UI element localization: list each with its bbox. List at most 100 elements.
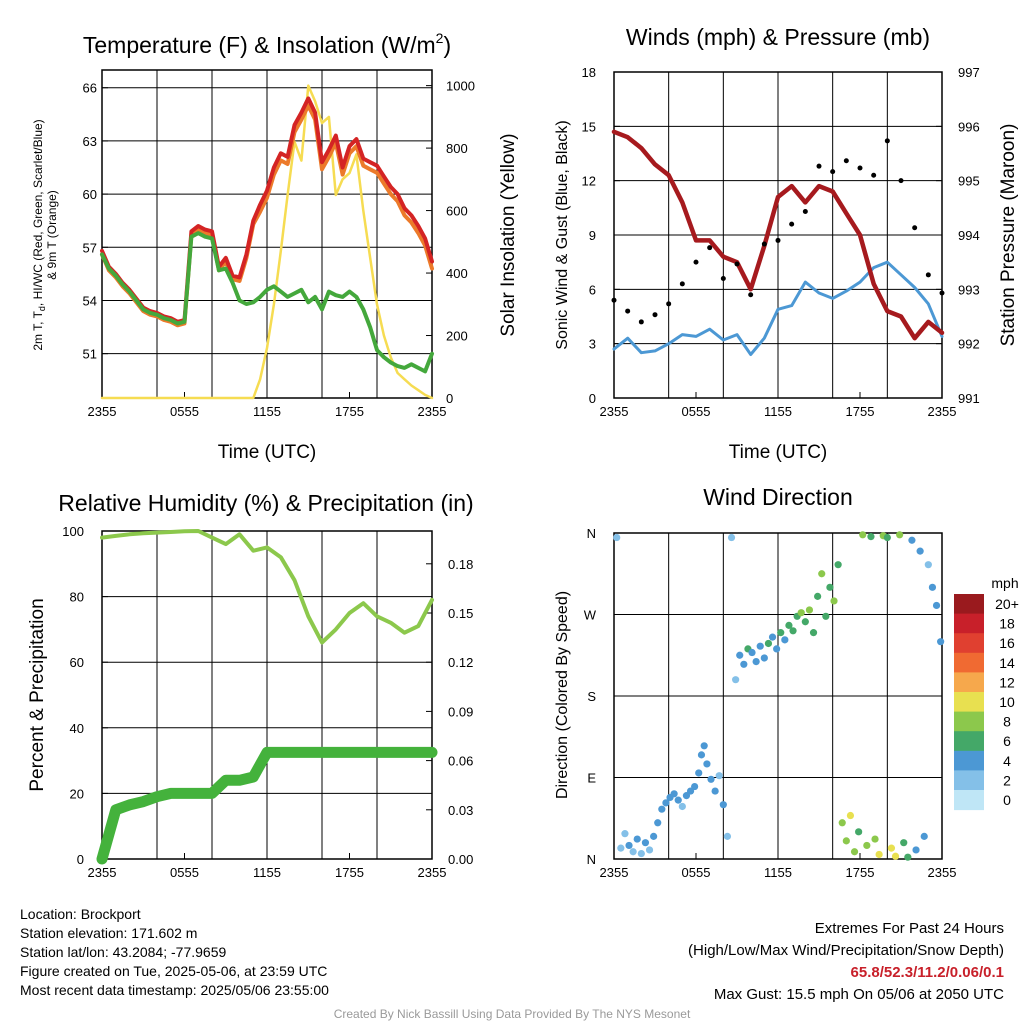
temperature-insolation-panel: 51 54 57 60 63 66 0 200 400 600 800 1000 2355 0555 115… bbox=[31, 30, 519, 463]
y-tick-label: 54 bbox=[83, 293, 97, 308]
direction-point bbox=[822, 612, 830, 620]
y2-tick-label: 200 bbox=[446, 329, 468, 344]
y2-tick-label: 994 bbox=[958, 228, 980, 243]
y2-tick-label: 0.06 bbox=[448, 754, 473, 769]
y2-tick-label: 997 bbox=[958, 65, 980, 80]
direction-point bbox=[732, 676, 740, 684]
direction-point bbox=[928, 583, 937, 591]
direction-point bbox=[932, 601, 941, 610]
x-tick-label: 2355 bbox=[600, 865, 629, 880]
y2-axis-label: Station Pressure (Maroon) bbox=[998, 124, 1019, 347]
y-axis-label: Sonic Wind & Gust (Blue, Black) bbox=[554, 120, 571, 349]
direction-point bbox=[826, 583, 834, 591]
direction-point bbox=[887, 844, 896, 852]
y-tick-label: 6 bbox=[589, 282, 596, 297]
x-tick-label: 2355 bbox=[418, 404, 447, 419]
colorbar-label: 4 bbox=[1003, 753, 1011, 769]
colorbar-swatch bbox=[954, 711, 984, 732]
humidity-precipitation-panel: 0 20 40 60 80 100 0.00 0.03 0.06 0.09 0.12 0.15 0.18… bbox=[27, 490, 474, 880]
direction-point bbox=[920, 832, 928, 840]
station-info: Location: Brockport Station elevation: 1… bbox=[20, 905, 329, 1000]
x-tick-label: 2355 bbox=[88, 865, 117, 880]
series-station-pressure bbox=[611, 129, 945, 341]
colorbar-swatch bbox=[954, 731, 984, 752]
extremes-values: 65.8/52.3/11.2/0.06/0.1 bbox=[850, 964, 1004, 981]
direction-point bbox=[695, 769, 703, 777]
extremes-box: Extremes For Past 24 Hours (High/Low/Max… bbox=[688, 918, 1004, 1006]
direction-point bbox=[711, 787, 719, 795]
colorbar-swatch bbox=[954, 750, 984, 771]
direction-point bbox=[617, 844, 625, 852]
x-tick-label: 1755 bbox=[846, 865, 875, 880]
gust-point bbox=[611, 297, 617, 303]
direction-point bbox=[768, 633, 777, 641]
x-tick-label: 0555 bbox=[682, 865, 711, 880]
station-latlon: Station lat/lon: 43.2084; -77.9659 bbox=[20, 944, 227, 960]
direction-point bbox=[723, 832, 732, 840]
y-axis-label-line2: & 9m T (Orange) bbox=[45, 190, 59, 280]
y2-tick-label: 0.18 bbox=[448, 557, 473, 572]
direction-point bbox=[654, 819, 662, 827]
colorbar-swatch bbox=[954, 672, 984, 693]
colorbar-swatch bbox=[954, 594, 984, 615]
y-axis-label-subscript: d bbox=[37, 306, 47, 311]
direction-point bbox=[633, 835, 641, 843]
direction-point bbox=[756, 642, 764, 650]
gust-point bbox=[720, 275, 726, 281]
y2-tick-label: 1000 bbox=[446, 79, 475, 94]
gust-point bbox=[939, 290, 945, 296]
colorbar-swatch bbox=[954, 770, 984, 791]
direction-point bbox=[896, 531, 904, 539]
y2-tick-label: 991 bbox=[958, 391, 980, 406]
gust-point bbox=[925, 272, 931, 278]
figure-created: Figure created on Tue, 2025-05-06, at 23… bbox=[20, 963, 328, 979]
gust-point bbox=[802, 208, 808, 214]
y-tick-label: 9 bbox=[589, 228, 596, 243]
y2-tick-label: 0.03 bbox=[448, 803, 473, 818]
gust-point bbox=[666, 301, 672, 307]
colorbar-label: 0 bbox=[1003, 792, 1011, 808]
y2-tick-label: 0.09 bbox=[448, 704, 473, 719]
direction-point bbox=[621, 830, 629, 838]
series-solar-insolation bbox=[100, 84, 434, 400]
y-tick-label: 18 bbox=[582, 65, 596, 80]
y-tick-label: 60 bbox=[70, 655, 84, 670]
recent-timestamp: Most recent data timestamp: 2025/05/06 2… bbox=[20, 982, 329, 998]
direction-point bbox=[871, 835, 879, 843]
direction-point bbox=[691, 782, 699, 791]
direction-point bbox=[719, 801, 727, 809]
y2-tick-label: 600 bbox=[446, 204, 468, 219]
max-gust: Max Gust: 15.5 mph On 05/06 at 2050 UTC bbox=[713, 986, 1004, 1003]
direction-point bbox=[674, 796, 682, 804]
y-tick-label: E bbox=[587, 771, 596, 786]
direction-point bbox=[842, 837, 850, 845]
y-tick-label: 51 bbox=[83, 347, 97, 362]
chart-title: Wind Direction bbox=[703, 484, 853, 510]
direction-point bbox=[707, 775, 715, 783]
x-tick-label: 2355 bbox=[928, 404, 957, 419]
direction-point bbox=[748, 648, 756, 657]
series-relative-humidity bbox=[100, 529, 434, 645]
gust-point bbox=[857, 165, 863, 171]
direction-point bbox=[700, 742, 708, 750]
direction-point bbox=[830, 597, 838, 605]
gust-point bbox=[884, 138, 890, 144]
chart-title: Winds (mph) & Pressure (mb) bbox=[626, 24, 930, 50]
y-tick-label: 57 bbox=[83, 240, 97, 255]
y2-tick-label: 0 bbox=[446, 391, 453, 406]
gust-point bbox=[693, 259, 699, 265]
colorbar-swatch bbox=[954, 613, 984, 634]
colorbar-label: 16 bbox=[999, 635, 1015, 651]
direction-point bbox=[658, 805, 666, 813]
y-tick-label: 60 bbox=[83, 187, 97, 202]
direction-point bbox=[891, 852, 900, 860]
direction-point bbox=[637, 849, 645, 858]
direction-point bbox=[846, 811, 855, 820]
y-axis-label-end: , HI/WC (Red, Green, Scarlet/Blue) bbox=[31, 119, 45, 306]
colorbar-label: 2 bbox=[1003, 772, 1011, 788]
x-tick-label: 2355 bbox=[418, 865, 447, 880]
y-tick-label: 20 bbox=[70, 786, 84, 801]
y2-tick-label: 993 bbox=[958, 282, 980, 297]
colorbar-swatch bbox=[954, 633, 984, 654]
gust-point bbox=[789, 221, 795, 227]
